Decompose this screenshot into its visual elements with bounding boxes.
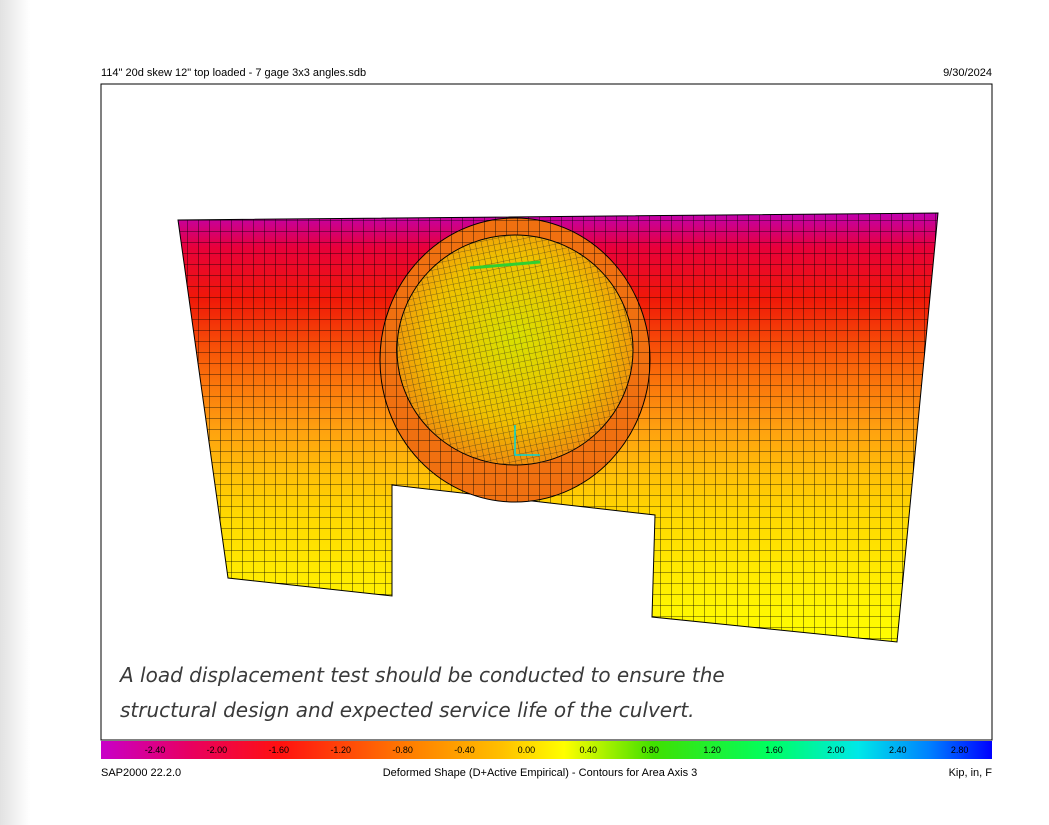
legend-label: 0.40 (580, 745, 598, 755)
legend-label: 2.00 (827, 745, 845, 755)
caption-line: A load displacement test should be condu… (118, 663, 725, 687)
units: Kip, in, F (949, 767, 993, 779)
legend-label: 2.80 (951, 745, 969, 755)
legend-label: -1.60 (269, 745, 290, 755)
legend-label: -0.80 (392, 745, 413, 755)
legend-label: 0.00 (518, 745, 536, 755)
legend-label: -0.40 (454, 745, 475, 755)
file-name: 114" 20d skew 12" top loaded - 7 gage 3x… (101, 67, 366, 79)
plot-description: Deformed Shape (D+Active Empirical) - Co… (383, 767, 698, 779)
legend-label: 2.40 (889, 745, 907, 755)
caption-line: structural design and expected service l… (120, 698, 695, 722)
background-edge (0, 0, 30, 825)
legend-label: 1.60 (765, 745, 783, 755)
date: 9/30/2024 (943, 67, 992, 79)
legend-label: -2.00 (207, 745, 228, 755)
color-bar (101, 741, 992, 759)
legend-label: 0.80 (641, 745, 659, 755)
legend-label: 1.20 (703, 745, 721, 755)
legend-label: -2.40 (145, 745, 166, 755)
legend-label: -1.20 (330, 745, 351, 755)
program-version: SAP2000 22.2.0 (101, 767, 181, 779)
page: 114" 20d skew 12" top loaded - 7 gage 3x… (0, 0, 1049, 825)
